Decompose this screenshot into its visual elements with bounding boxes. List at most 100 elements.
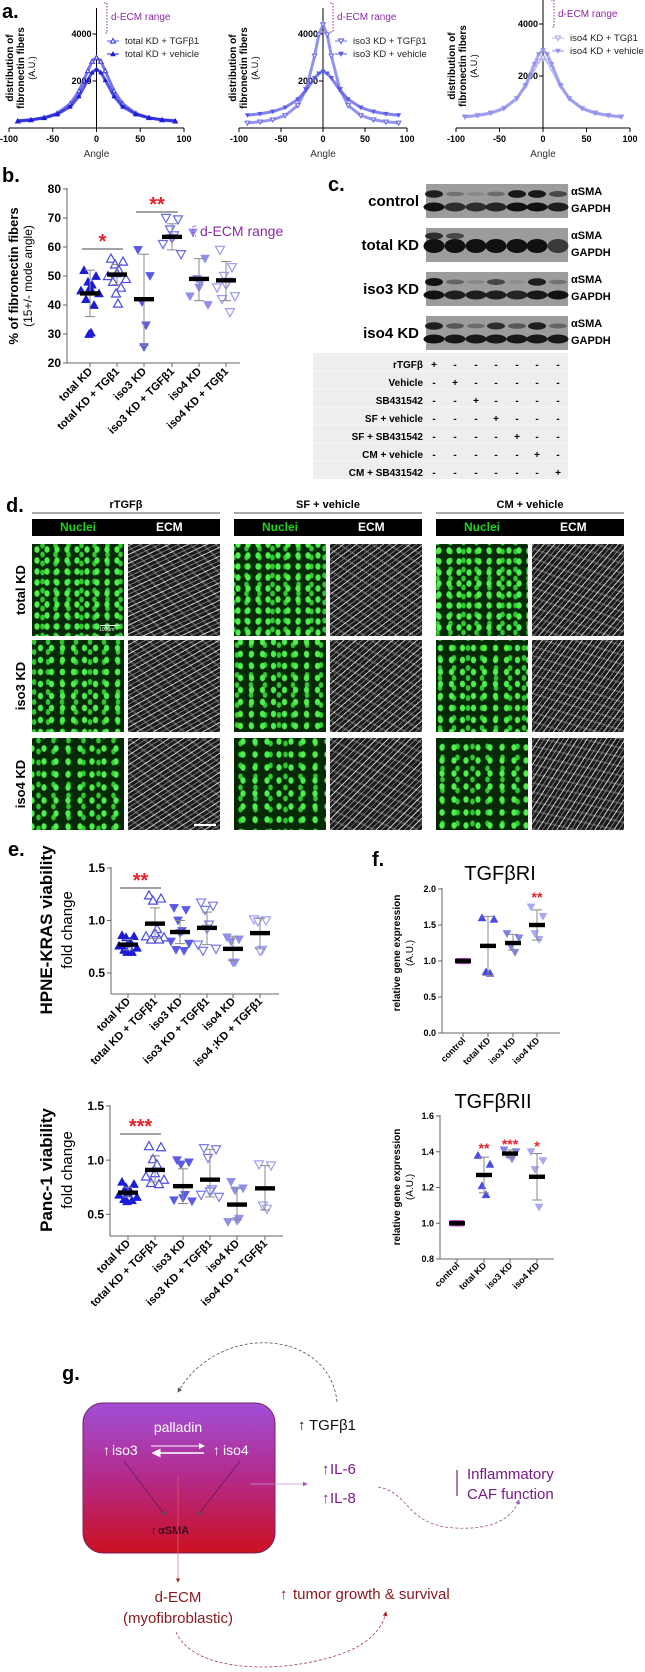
table-cell: -: [556, 432, 559, 443]
x-tick-label: -50: [46, 134, 59, 144]
x-tick-label: 0: [320, 134, 325, 144]
data-point: [316, 71, 322, 77]
table-cell: -: [494, 378, 497, 389]
group-total-kd: [76, 265, 104, 338]
data-point: [102, 77, 108, 83]
data-point: [171, 946, 181, 955]
gapdh-band: [465, 290, 487, 300]
group-iso3-kd: [169, 1156, 197, 1207]
table-row: CM + vehicle - - - - - + -: [313, 442, 568, 461]
data-point: [540, 47, 546, 53]
data-point: [282, 105, 288, 111]
data-point: [211, 283, 223, 294]
western-blots: control αSMA GAPDH total KD αSMA GAPDH iso3 KD…: [313, 184, 611, 479]
data-point: [166, 937, 176, 947]
data-point: [514, 96, 520, 102]
x-tick-label: -50: [274, 134, 287, 144]
significance-stars: **: [532, 889, 543, 905]
table-cell: -: [432, 396, 435, 407]
blot-row-label: control: [368, 193, 419, 210]
data-point: [605, 113, 611, 119]
data-point: [320, 69, 326, 75]
y-axis-label: (A.U.): [405, 940, 416, 966]
data-point: [179, 947, 189, 956]
table-cell: -: [515, 414, 518, 425]
data-point: [226, 1177, 236, 1187]
up-arrow-icon: ↑: [151, 1525, 157, 1537]
data-point: [122, 946, 132, 956]
myofibroblastic-label: (myofibroblastic): [123, 1610, 233, 1627]
data-point: [226, 263, 238, 274]
table-cell: -: [453, 432, 456, 443]
table-cell: -: [453, 360, 456, 371]
caf-function-label: CAF function: [467, 1486, 554, 1503]
ecm-image: [128, 544, 220, 636]
x-tick-label: total KD: [457, 1260, 489, 1292]
d-ecm-range-bracket: [104, 2, 108, 34]
up-arrow-icon: ↑: [322, 1490, 330, 1507]
group-iso4-kd-tgf-1: [248, 915, 272, 957]
data-point: [234, 935, 244, 945]
y-tick-label: 40: [48, 298, 62, 312]
group-iso4-kd-tg-1: [211, 245, 241, 318]
data-point: [323, 32, 331, 39]
table-cell: +: [473, 396, 479, 407]
table-cell: -: [494, 468, 497, 479]
x-tick-label: iso3 KD: [484, 1260, 515, 1291]
group-iso4-kd-tgf-1: [253, 1160, 277, 1215]
y-axis-label: (A.U.): [27, 56, 37, 80]
chart-title: TGFβRI: [464, 863, 536, 885]
data-point: [269, 117, 276, 124]
scale-bar: [194, 824, 216, 826]
row-label: iso3 KD: [13, 662, 28, 710]
gapdh-band: [485, 202, 507, 212]
gapdh-band: [547, 239, 569, 253]
data-point: [534, 1203, 544, 1212]
data-point: [538, 1157, 548, 1166]
blot-control: [423, 184, 569, 218]
data-point: [145, 272, 155, 282]
table-row: rTGFβ + - - - - - -: [393, 360, 560, 371]
d-ecm-range-label: d-ECM range: [200, 223, 283, 239]
data-point: [140, 1170, 152, 1181]
asma-label: αSMA: [158, 1525, 189, 1537]
group-iso3-kd: [166, 904, 194, 956]
data-point: [477, 1181, 487, 1190]
x-tick-label: 100: [176, 134, 191, 144]
blot-total-kd: [423, 228, 569, 262]
table-cell: -: [432, 450, 435, 461]
channel-label-nuclei: Nuclei: [262, 520, 299, 534]
data-point: [117, 1176, 127, 1186]
nuclei-image: [436, 544, 528, 636]
data-point: [489, 914, 499, 923]
asma-band: [487, 322, 505, 330]
data-point: [203, 301, 213, 311]
data-point: [538, 912, 548, 921]
group-iso4-kd: [222, 933, 244, 968]
data-point: [213, 1192, 225, 1203]
y-tick-label: 4000: [518, 19, 538, 29]
table-cell: -: [453, 468, 456, 479]
y-axis-label: (A.U.): [405, 1174, 416, 1200]
mean-bar: [505, 940, 521, 946]
x-tick-label: iso4 KD: [511, 1260, 542, 1291]
gapdh-band: [444, 290, 466, 300]
group-iso4-kd: [526, 1148, 548, 1212]
data-point: [195, 1190, 207, 1201]
asma-band: [446, 323, 464, 329]
group-iso3-kd: [499, 1146, 521, 1164]
channel-label-nuclei: Nuclei: [60, 520, 97, 534]
mean-bar: [134, 297, 154, 302]
mean-bar: [162, 234, 182, 240]
mean-bar: [145, 921, 165, 926]
gapdh-band: [465, 202, 487, 212]
table-background: [313, 353, 568, 479]
data-point: [169, 904, 179, 913]
data-point: [488, 111, 494, 116]
mean-bar: [197, 925, 217, 931]
series-0: [244, 20, 402, 127]
x-tick-label: iso4 KD: [511, 1035, 542, 1066]
data-point: [105, 252, 117, 263]
legend-entry: iso3 KD + vehicle: [353, 49, 427, 60]
data-point: [93, 66, 100, 72]
